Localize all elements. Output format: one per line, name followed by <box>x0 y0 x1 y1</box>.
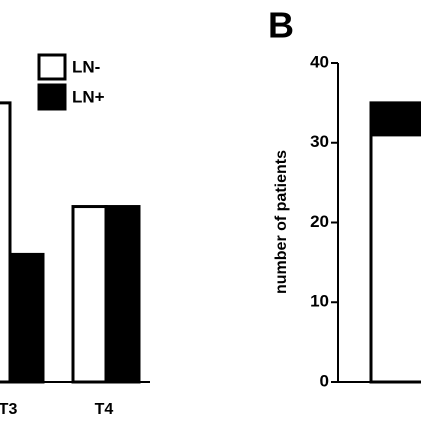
legend-label: LN- <box>72 57 100 76</box>
y-tick-label: 40 <box>310 52 329 71</box>
bar-segment <box>369 133 421 384</box>
panel-label: B <box>268 5 294 46</box>
bar <box>104 205 141 384</box>
x-tick-label: T3 <box>0 401 17 418</box>
x-tick-label: T4 <box>95 401 114 418</box>
legend-label: LN+ <box>72 87 105 106</box>
y-tick-label: 10 <box>310 292 329 311</box>
legend-swatch <box>37 83 67 111</box>
bar-segment <box>369 101 421 137</box>
y-axis-title: number of patients <box>273 150 290 294</box>
y-tick-label: 30 <box>310 132 329 151</box>
bar <box>0 101 12 384</box>
bar <box>71 205 108 384</box>
y-tick-label: 0 <box>320 371 329 390</box>
bar <box>8 252 45 384</box>
y-tick-label: 20 <box>310 212 329 231</box>
legend-swatch <box>37 53 67 81</box>
